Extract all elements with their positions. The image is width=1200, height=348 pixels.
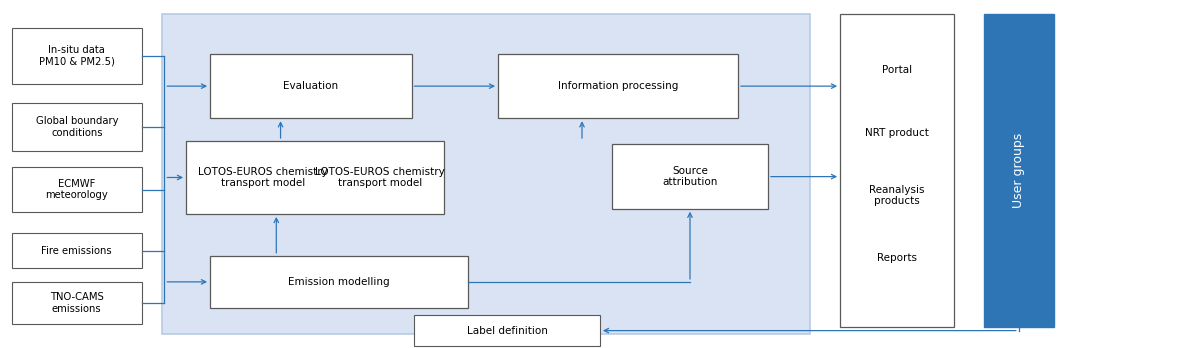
Text: LOTOS-EUROS chemistry
transport model: LOTOS-EUROS chemistry transport model: [314, 167, 445, 188]
Bar: [12, 167, 142, 212]
Text: ECMWF
meteorology: ECMWF meteorology: [46, 179, 108, 200]
Text: Reports: Reports: [877, 253, 917, 263]
Text: Information processing: Information processing: [558, 81, 678, 91]
Bar: [210, 54, 412, 118]
Text: User groups: User groups: [1013, 133, 1025, 208]
Text: Global boundary
conditions: Global boundary conditions: [36, 116, 118, 138]
Bar: [186, 141, 444, 214]
Bar: [498, 54, 738, 118]
Text: Reanalysis
products: Reanalysis products: [869, 185, 925, 206]
Text: NRT product: NRT product: [865, 128, 929, 138]
Text: Emission modelling: Emission modelling: [288, 277, 390, 287]
Text: TNO-CAMS
emissions: TNO-CAMS emissions: [50, 292, 103, 314]
Bar: [12, 103, 142, 151]
Text: Source
attribution: Source attribution: [662, 166, 718, 188]
Bar: [12, 233, 142, 268]
Bar: [612, 144, 768, 209]
Bar: [414, 315, 600, 346]
Bar: [12, 28, 142, 84]
Bar: [12, 282, 142, 324]
Text: Fire emissions: Fire emissions: [42, 246, 112, 255]
Bar: [210, 256, 468, 308]
Bar: [984, 14, 1054, 327]
Bar: [162, 14, 810, 334]
Text: Label definition: Label definition: [467, 326, 547, 335]
Text: In-situ data
PM10 & PM2.5): In-situ data PM10 & PM2.5): [38, 45, 115, 66]
Text: Portal: Portal: [882, 65, 912, 75]
Text: LOTOS-EUROS chemistry
transport model: LOTOS-EUROS chemistry transport model: [198, 167, 328, 188]
Bar: [840, 14, 954, 327]
Text: Evaluation: Evaluation: [283, 81, 338, 91]
